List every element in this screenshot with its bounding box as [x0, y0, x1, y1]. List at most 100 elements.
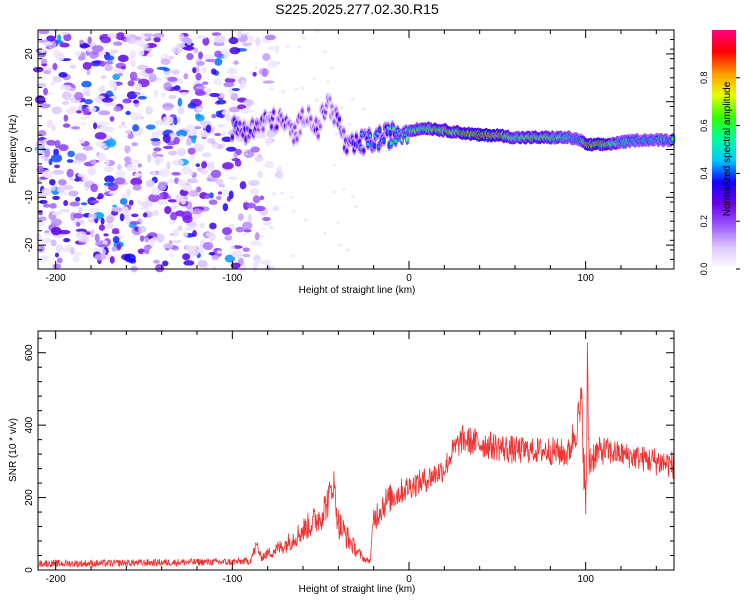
spectrogram-noise-blob: [229, 46, 241, 55]
spectrogram-noise-blob: [50, 226, 62, 236]
spectrogram-noise-blob: [167, 199, 178, 203]
spectrogram-noise-blob: [38, 29, 50, 35]
spectrogram-noise-blob: [237, 30, 243, 38]
spectrogram-noise-blob: [216, 99, 227, 105]
spectrogram-noise-blob: [264, 34, 276, 41]
spectrogram-noise-blob: [134, 172, 142, 178]
spectrogram-noise-blob: [50, 218, 63, 226]
spectrogram-noise-blob: [100, 51, 106, 56]
colorbar: 0.0 0.2 0.4 0.6 0.8 Normalized spectral ampl…: [699, 30, 740, 275]
spectrogram-noise-blob: [291, 254, 296, 258]
spectrogram-noise-blob: [350, 97, 355, 101]
spectrogram-noise-blob: [214, 35, 226, 44]
spectrogram-noise-blob: [63, 237, 71, 243]
spectrogram-noise-blob: [180, 198, 187, 205]
spectrogram-noise-blob: [68, 190, 79, 197]
spectrogram-noise-blob: [83, 91, 92, 97]
spectrogram-noise-blob: [127, 133, 134, 140]
spectrogram-noise-blob: [112, 204, 118, 208]
spectrogram-noise-blob: [43, 87, 48, 96]
spectrogram-noise-blob: [329, 66, 334, 70]
spectrogram-noise-blob: [62, 184, 74, 191]
spectrogram-noise-blob: [97, 152, 106, 161]
spectrogram-noise-blob: [264, 160, 275, 169]
spectrogram-noise-blob: [177, 225, 183, 232]
spectrogram-noise-blob: [193, 47, 199, 54]
spectrogram-noise-blob: [124, 253, 136, 263]
spectrogram-noise-blob: [171, 204, 180, 209]
spectrogram-noise-blob: [129, 71, 138, 81]
spectrogram-noise-blob: [73, 212, 84, 219]
spectrogram-ridge-core: [328, 97, 332, 101]
spectrogram-noise-blob: [262, 216, 271, 222]
spectrogram-noise-blob: [262, 80, 275, 84]
spectrogram-noise-blob: [166, 161, 171, 170]
spectrogram-noise-blob: [158, 192, 164, 200]
x-tick-label: 100: [577, 574, 594, 585]
y-tick-label: 20: [24, 48, 35, 60]
spectrogram-noise-blob: [172, 159, 184, 167]
spectrogram-noise-blob: [153, 147, 162, 152]
spectrogram-ridge-core: [394, 139, 397, 143]
spectrogram-noise-blob: [137, 163, 142, 168]
spectrogram-noise-blob: [124, 129, 132, 135]
spectrogram-noise-blob: [109, 256, 115, 264]
spectrogram-noise-blob: [202, 36, 210, 46]
spectrogram-noise-blob: [176, 129, 188, 138]
spectrogram-noise-blob: [209, 222, 217, 230]
spectrogram-noise-blob: [72, 251, 83, 256]
spectrogram-noise-blob: [87, 166, 96, 176]
spectrogram-noise-blob: [42, 169, 54, 179]
spectrogram-noise-blob: [176, 77, 184, 85]
spectrogram-noise-blob: [76, 110, 82, 114]
spectrogram-noise-blob: [257, 158, 262, 162]
spectrogram-noise-blob: [332, 163, 337, 167]
spectrogram-noise-blob: [120, 121, 126, 126]
spectrogram-noise-blob: [196, 107, 203, 112]
colorbar-tick-label: 0.2: [699, 215, 709, 228]
spectrogram-noise-blob: [222, 130, 227, 136]
spectrogram-noise-blob: [171, 171, 181, 176]
spectrogram-noise-blob: [212, 78, 223, 86]
spectrogram-noise-blob: [38, 216, 47, 222]
spectrogram-noise-blob: [182, 231, 189, 238]
spectrogram-ridge-core: [293, 125, 297, 130]
spectrogram-noise-blob: [201, 152, 212, 158]
spectrogram-noise-blob: [132, 184, 142, 191]
spectrogram-noise-blob: [186, 178, 198, 184]
spectrogram-noise-blob: [111, 246, 118, 252]
spectrogram-noise-blob: [271, 266, 276, 270]
spectrogram-noise-blob: [241, 107, 249, 114]
spectrogram-noise-blob: [228, 37, 239, 45]
spectrogram-noise-blob: [267, 46, 275, 51]
spectrogram-noise-blob: [252, 71, 257, 77]
spectrogram-noise-blob: [146, 53, 154, 58]
spectrogram-noise-blob: [261, 227, 266, 231]
spectrogram-noise-blob: [148, 193, 160, 203]
snr-axes: -200 -100 0 100 0 200 400 600: [24, 331, 674, 585]
spectrogram-noise-blob: [94, 253, 106, 261]
spectrogram-noise-blob: [82, 107, 90, 116]
spectrogram-noise-blob: [131, 142, 138, 147]
spectrogram-noise-blob: [163, 242, 174, 249]
spectrogram-noise-blob: [52, 263, 62, 269]
spectrogram-noise-blob: [125, 110, 131, 116]
spectrogram-noise-blob: [262, 221, 273, 226]
spectrogram-noise-blob: [196, 61, 205, 66]
spectrogram-ridge-core: [275, 125, 279, 129]
spectrogram-noise-blob: [211, 114, 217, 119]
spectrogram-noise-blob: [354, 204, 359, 208]
x-tick-label: -100: [222, 574, 242, 585]
spectrogram-ridge-core: [368, 134, 372, 138]
spectrogram-noise-blob: [152, 33, 165, 38]
spectrogram-noise-blob: [216, 195, 222, 201]
spectrogram-noise-blob: [240, 79, 245, 83]
spectrogram-noise-blob: [125, 36, 136, 45]
spectrogram-noise-blob: [151, 170, 157, 176]
spectrogram-ridge-core: [241, 133, 245, 137]
spectrogram-noise-blob: [231, 87, 240, 92]
spectrogram-noise-blob: [79, 116, 91, 120]
spectrogram-noise-blob: [120, 206, 129, 215]
spectrogram-noise-blob: [244, 199, 249, 203]
spectrogram-noise-blob: [208, 251, 216, 256]
